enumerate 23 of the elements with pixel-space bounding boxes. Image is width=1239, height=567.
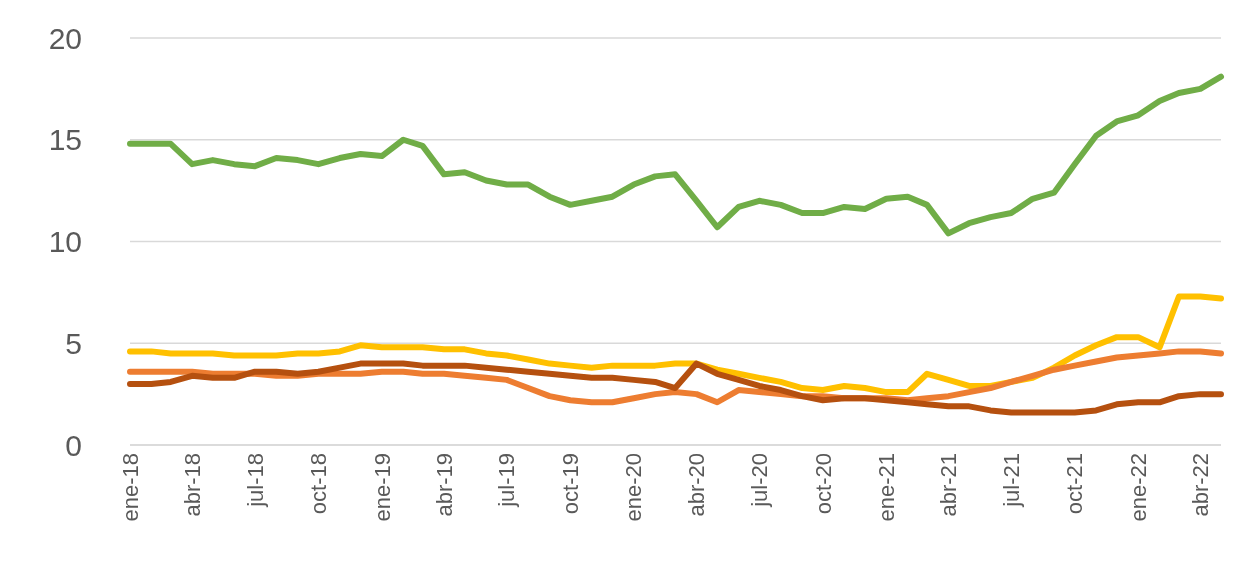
x-tick-label: oct-19 [557,453,583,515]
y-tick-label: 0 [65,428,82,462]
x-tick-label: ene-18 [117,453,143,522]
x-tick-label: abr-19 [431,453,457,517]
y-tick-label: 20 [48,21,82,55]
y-tick-label: 5 [65,326,82,360]
x-tick-label: ene-20 [621,453,647,522]
x-tick-label: ene-22 [1125,453,1151,522]
y-tick-label: 10 [48,225,82,258]
x-tick-label: oct-21 [1062,453,1088,515]
x-tick-label: abr-21 [936,453,962,517]
x-tick-label: jul-20 [747,453,773,508]
x-tick-label: abr-18 [179,453,205,517]
x-tick-label: abr-20 [684,453,710,517]
y-tick-label: 15 [48,123,82,157]
x-tick-label: oct-20 [810,453,836,515]
x-tick-label: jul-18 [242,453,268,508]
x-tick-label: jul-19 [494,453,520,508]
x-tick-label: ene-21 [874,453,900,522]
x-tick-label: jul-21 [998,453,1024,508]
x-tick-label: oct-18 [306,453,332,515]
x-tick-label: abr-22 [1188,453,1213,517]
x-tick-label: ene-19 [369,453,395,522]
